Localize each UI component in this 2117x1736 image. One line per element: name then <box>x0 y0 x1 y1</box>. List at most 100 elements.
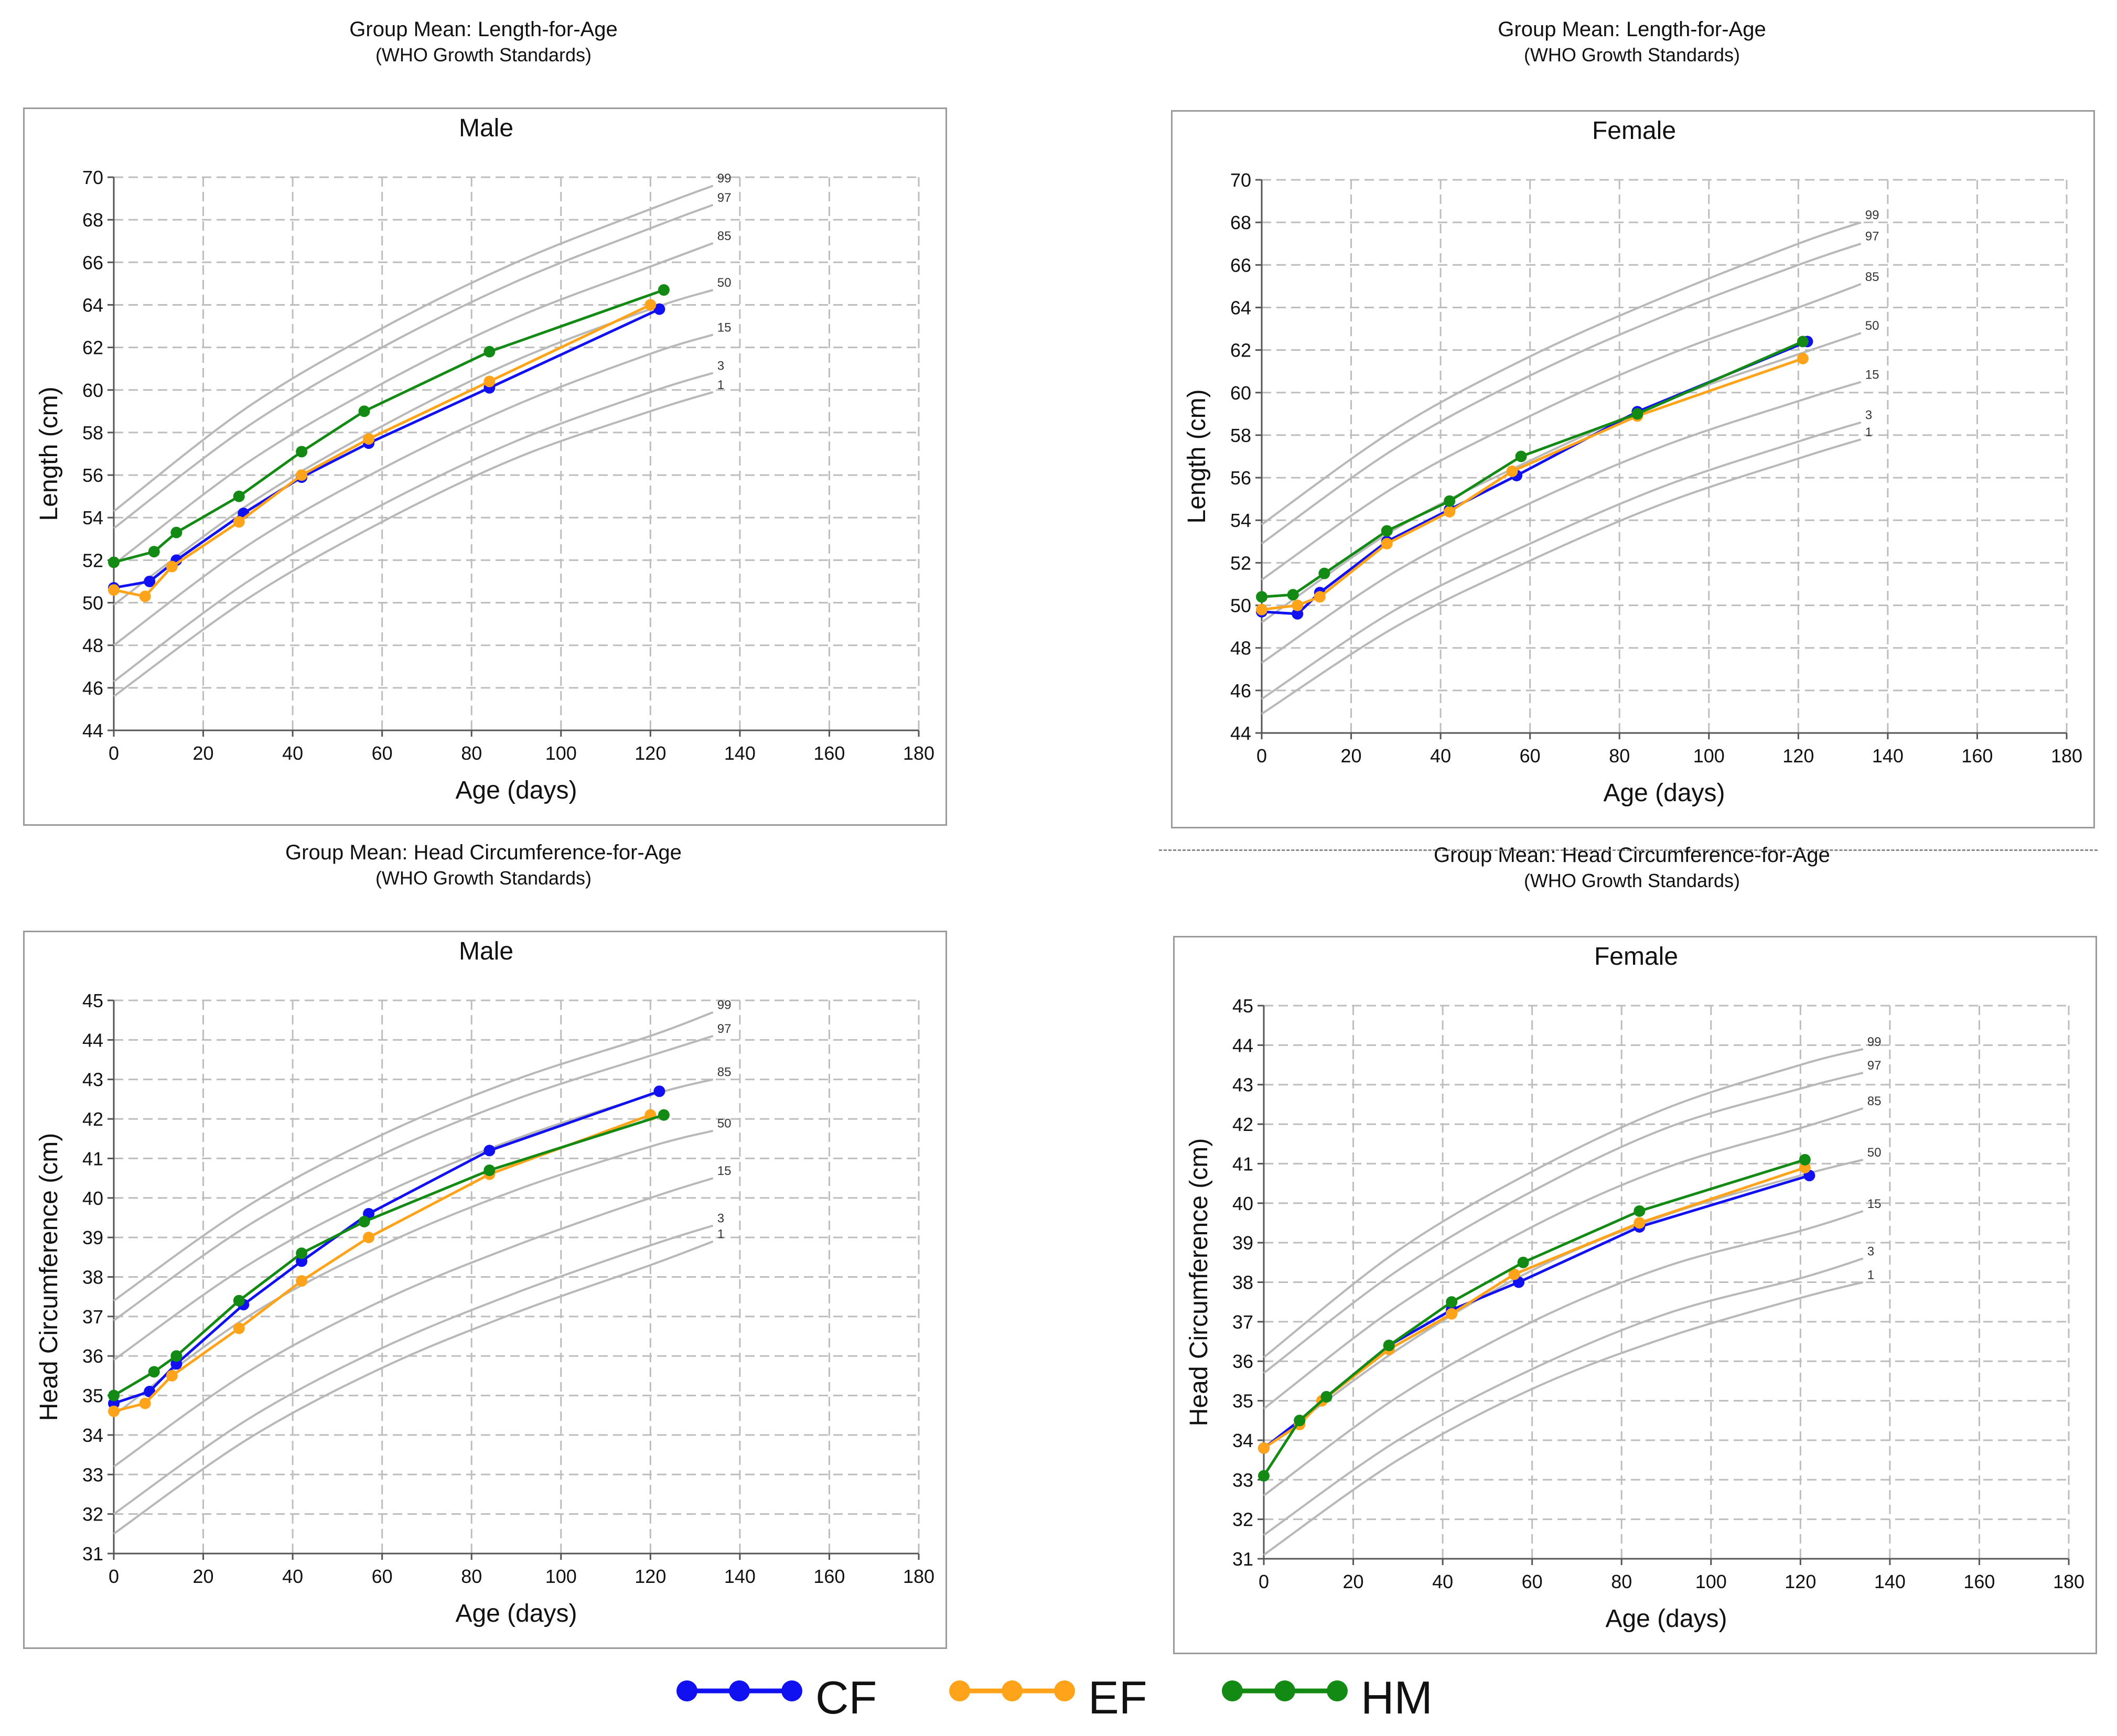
x-tick-label: 0 <box>109 742 119 764</box>
legend-item-ef: EF <box>944 1662 1175 1725</box>
reference-label: 97 <box>717 191 732 205</box>
reference-curve-p15 <box>1263 1210 1864 1497</box>
series-ef <box>1256 352 1809 616</box>
y-tick-label: 54 <box>82 507 103 529</box>
reference-curve-p97 <box>113 1034 714 1322</box>
data-point-hm <box>296 446 308 458</box>
y-tick-label: 37 <box>82 1306 103 1328</box>
legend-marker-hm <box>1222 1680 1243 1701</box>
x-tick-label: 180 <box>903 742 934 764</box>
data-point-hm <box>358 405 370 417</box>
series-line-hm <box>113 288 664 564</box>
legend-item-hm: HM <box>1217 1662 1479 1725</box>
data-point-ef <box>1446 1308 1458 1320</box>
data-point-hm <box>1256 591 1267 603</box>
data-point-hm <box>358 1216 370 1227</box>
x-tick-label: 100 <box>1695 1571 1727 1592</box>
y-tick-label: 52 <box>1230 552 1251 574</box>
x-axis-label: Age (days) <box>455 1600 577 1627</box>
data-point-hm <box>1444 495 1456 507</box>
y-tick-label: 56 <box>82 465 103 486</box>
x-tick-label: 40 <box>1432 1571 1453 1592</box>
x-tick-label: 20 <box>193 1566 214 1587</box>
reference-label: 1 <box>717 1227 724 1242</box>
x-tick-label: 20 <box>1341 745 1362 767</box>
data-point-ef <box>108 1405 120 1417</box>
data-point-hm <box>658 284 670 296</box>
reference-label: 3 <box>1867 1244 1874 1258</box>
y-tick-label: 43 <box>82 1069 103 1091</box>
reference-label: 3 <box>717 359 724 373</box>
x-tick-label: 40 <box>282 1566 303 1587</box>
y-tick-label: 68 <box>82 209 103 231</box>
reference-curve-p3 <box>113 372 714 683</box>
grid <box>113 999 920 1555</box>
x-tick-label: 140 <box>724 742 756 764</box>
data-point-ef <box>166 560 178 573</box>
data-point-hm <box>233 1295 245 1307</box>
reference-label: 3 <box>717 1212 724 1226</box>
x-tick-label: 140 <box>1872 745 1904 767</box>
y-axis-label: Head Circumference (cm) <box>1185 1138 1213 1426</box>
legend-marker-cf <box>729 1680 750 1701</box>
y-tick-label: 36 <box>82 1345 103 1367</box>
data-point-cf <box>1292 608 1304 620</box>
series-line-ef <box>1263 1166 1806 1450</box>
reference-curve-p1 <box>1263 1281 1864 1556</box>
legend-marker-hm <box>1327 1680 1348 1701</box>
y-tick-label: 44 <box>1232 1034 1253 1056</box>
x-axis-label: Age (days) <box>1603 779 1725 807</box>
series-hm <box>108 1109 670 1401</box>
x-tick-label: 160 <box>813 1566 845 1587</box>
reference-curve-p1 <box>113 391 714 697</box>
chart-head-male: Male 31 32 33 34 35 36 37 38 39 40 41 42 43 44 45 0 20 40 6… <box>35 937 934 1627</box>
data-point-ef <box>363 433 375 445</box>
data-point-hm <box>233 490 245 502</box>
panel-separator <box>1159 849 2098 851</box>
x-tick-label: 120 <box>635 742 666 764</box>
reference-label: 85 <box>717 229 732 243</box>
series-cf <box>108 1085 665 1409</box>
y-tick-label: 33 <box>1232 1469 1253 1491</box>
x-tick-label: 160 <box>1963 1571 1995 1592</box>
series-line-cf <box>1263 1174 1810 1449</box>
legend: CF EF HM <box>671 1662 1510 1725</box>
x-tick-label: 80 <box>1609 745 1630 767</box>
data-point-hm <box>148 546 160 558</box>
y-tick-label: 40 <box>1232 1193 1253 1214</box>
reference-label: 97 <box>1865 230 1879 244</box>
legend-marker-cf <box>781 1680 802 1701</box>
reference-curve-p50 <box>113 1129 714 1416</box>
chart-length-male: Male 44 46 48 50 52 54 56 58 60 62 64 66 68 70 0 20 40 60 8… <box>35 114 934 804</box>
reference-label: 99 <box>1867 1035 1882 1049</box>
data-point-hm <box>1517 1256 1529 1268</box>
data-point-hm <box>1797 336 1809 348</box>
data-point-cf <box>144 575 156 587</box>
legend-label-cf: CF <box>815 1672 877 1723</box>
y-tick-label: 33 <box>82 1464 103 1485</box>
series-line-hm <box>1262 1158 1806 1477</box>
y-tick-label: 62 <box>82 337 103 359</box>
reference-curve-p99 <box>113 185 714 512</box>
y-tick-label: 36 <box>1232 1351 1253 1372</box>
reference-curve-p1 <box>1261 438 1862 715</box>
x-tick-label: 80 <box>461 1566 482 1587</box>
reference-curve-p15 <box>113 1177 714 1468</box>
panel-title-text: Group Mean: Length-for-Age <box>349 18 618 41</box>
y-tick-label: 64 <box>1230 297 1251 318</box>
data-point-ef <box>1634 1217 1646 1229</box>
reference-label: 15 <box>717 1164 732 1178</box>
x-tick-label: 0 <box>1259 1571 1269 1592</box>
panel-subtitle-text: (WHO Growth Standards) <box>375 867 592 889</box>
data-point-hm <box>1634 1205 1646 1217</box>
data-point-hm <box>170 526 182 538</box>
data-point-hm <box>108 556 120 568</box>
reference-label: 85 <box>1867 1094 1882 1108</box>
legend-label-hm: HM <box>1361 1672 1433 1723</box>
y-tick-label: 58 <box>82 422 103 444</box>
series-line-hm <box>1261 340 1803 598</box>
chart-frame-head-female: Female 31 32 33 34 35 36 37 38 39 40 41 42 43 44 45 0 20 4… <box>1173 936 2097 1654</box>
data-point-cf <box>483 1145 496 1157</box>
reference-curve-p97 <box>1261 242 1862 545</box>
x-tick-label: 40 <box>1430 745 1451 767</box>
